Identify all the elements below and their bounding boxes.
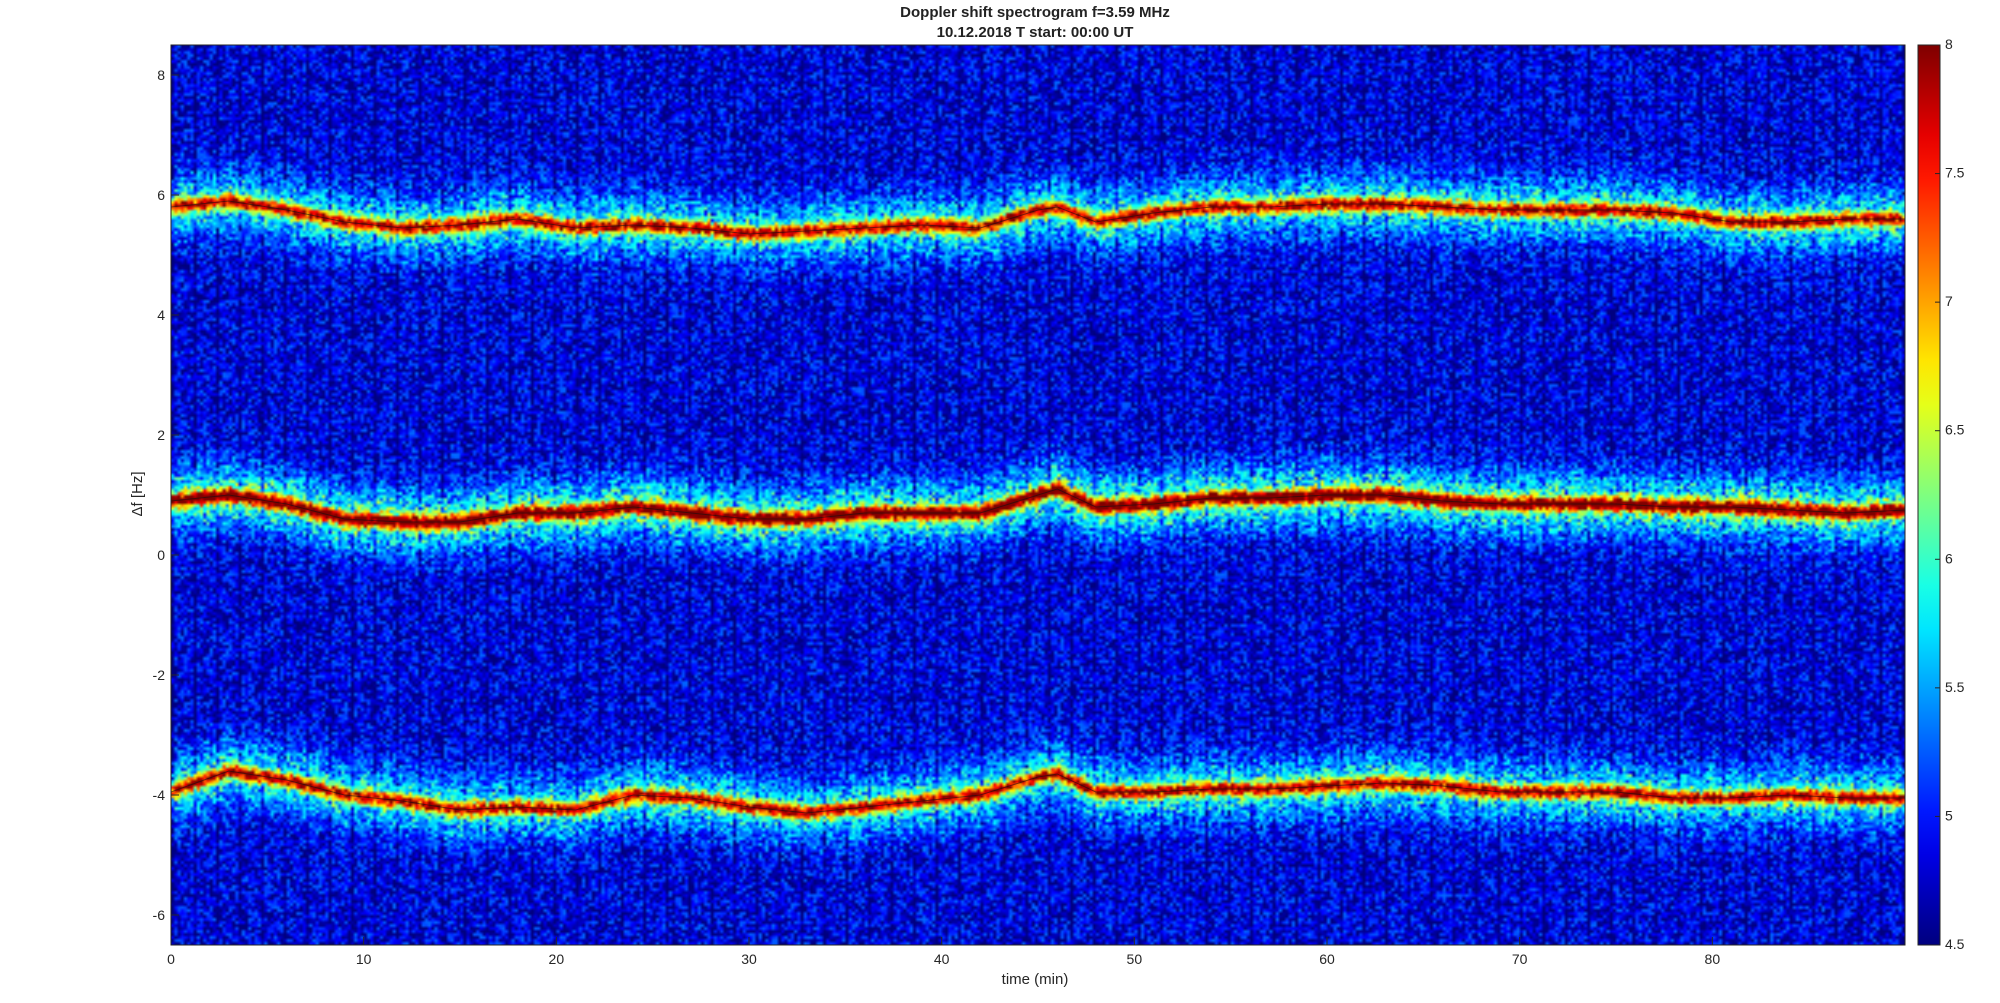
colorbar-tick-label: 4.5 (1945, 936, 1965, 952)
colorbar-tick-label: 5 (1945, 807, 1953, 823)
plot-frame (170, 44, 1906, 946)
x-tick-label: 60 (1319, 951, 1335, 967)
chart-subtitle: 10.12.2018 T start: 00:00 UT (937, 24, 1134, 41)
x-tick-label: 80 (1705, 951, 1721, 967)
ridge-traces (170, 200, 1906, 814)
ridge-trace-2 (170, 488, 1906, 523)
x-tick-label: 20 (549, 951, 565, 967)
x-tick-label: 40 (934, 951, 950, 967)
ridge-trace-3 (170, 770, 1905, 814)
y-tick-label: -6 (153, 907, 166, 923)
y-tick-label: -2 (153, 667, 166, 683)
y-axis-label: Δf [Hz] (129, 471, 146, 516)
colorbar-tick-label: 6.5 (1945, 422, 1965, 438)
colorbar-tick-label: 8 (1945, 36, 1953, 52)
y-tick-label: 0 (157, 547, 165, 563)
colorbar: 4.5 5 5.5 6 6.5 7 7.5 8 (1917, 36, 1965, 952)
x-tick-label: 70 (1512, 951, 1528, 967)
y-tick-label: -4 (153, 787, 166, 803)
x-tick-label: 10 (356, 951, 372, 967)
colorbar-scale (1917, 44, 1941, 946)
y-tick-label: 6 (157, 187, 165, 203)
chart-title: Doppler shift spectrogram f=3.59 MHz (900, 4, 1170, 21)
colorbar-tick-label: 6 (1945, 550, 1953, 566)
y-tick-label: 2 (157, 427, 165, 443)
y-tick-label: 8 (157, 67, 165, 83)
plot-axes: 0 10 20 30 40 50 60 70 80 -6 -4 -2 0 2 4 6 8 (153, 44, 1906, 967)
colorbar-tick-label: 7.5 (1945, 165, 1965, 181)
x-tick-label: 50 (1127, 951, 1143, 967)
ridge-trace-1 (170, 200, 1905, 235)
colorbar-tick-label: 7 (1945, 293, 1953, 309)
colorbar-tick-label: 5.5 (1945, 679, 1965, 695)
y-tick-label: 4 (157, 307, 165, 323)
x-tick-label: 0 (167, 951, 175, 967)
x-tick-label: 30 (741, 951, 757, 967)
x-axis-label: time (min) (1002, 971, 1069, 988)
